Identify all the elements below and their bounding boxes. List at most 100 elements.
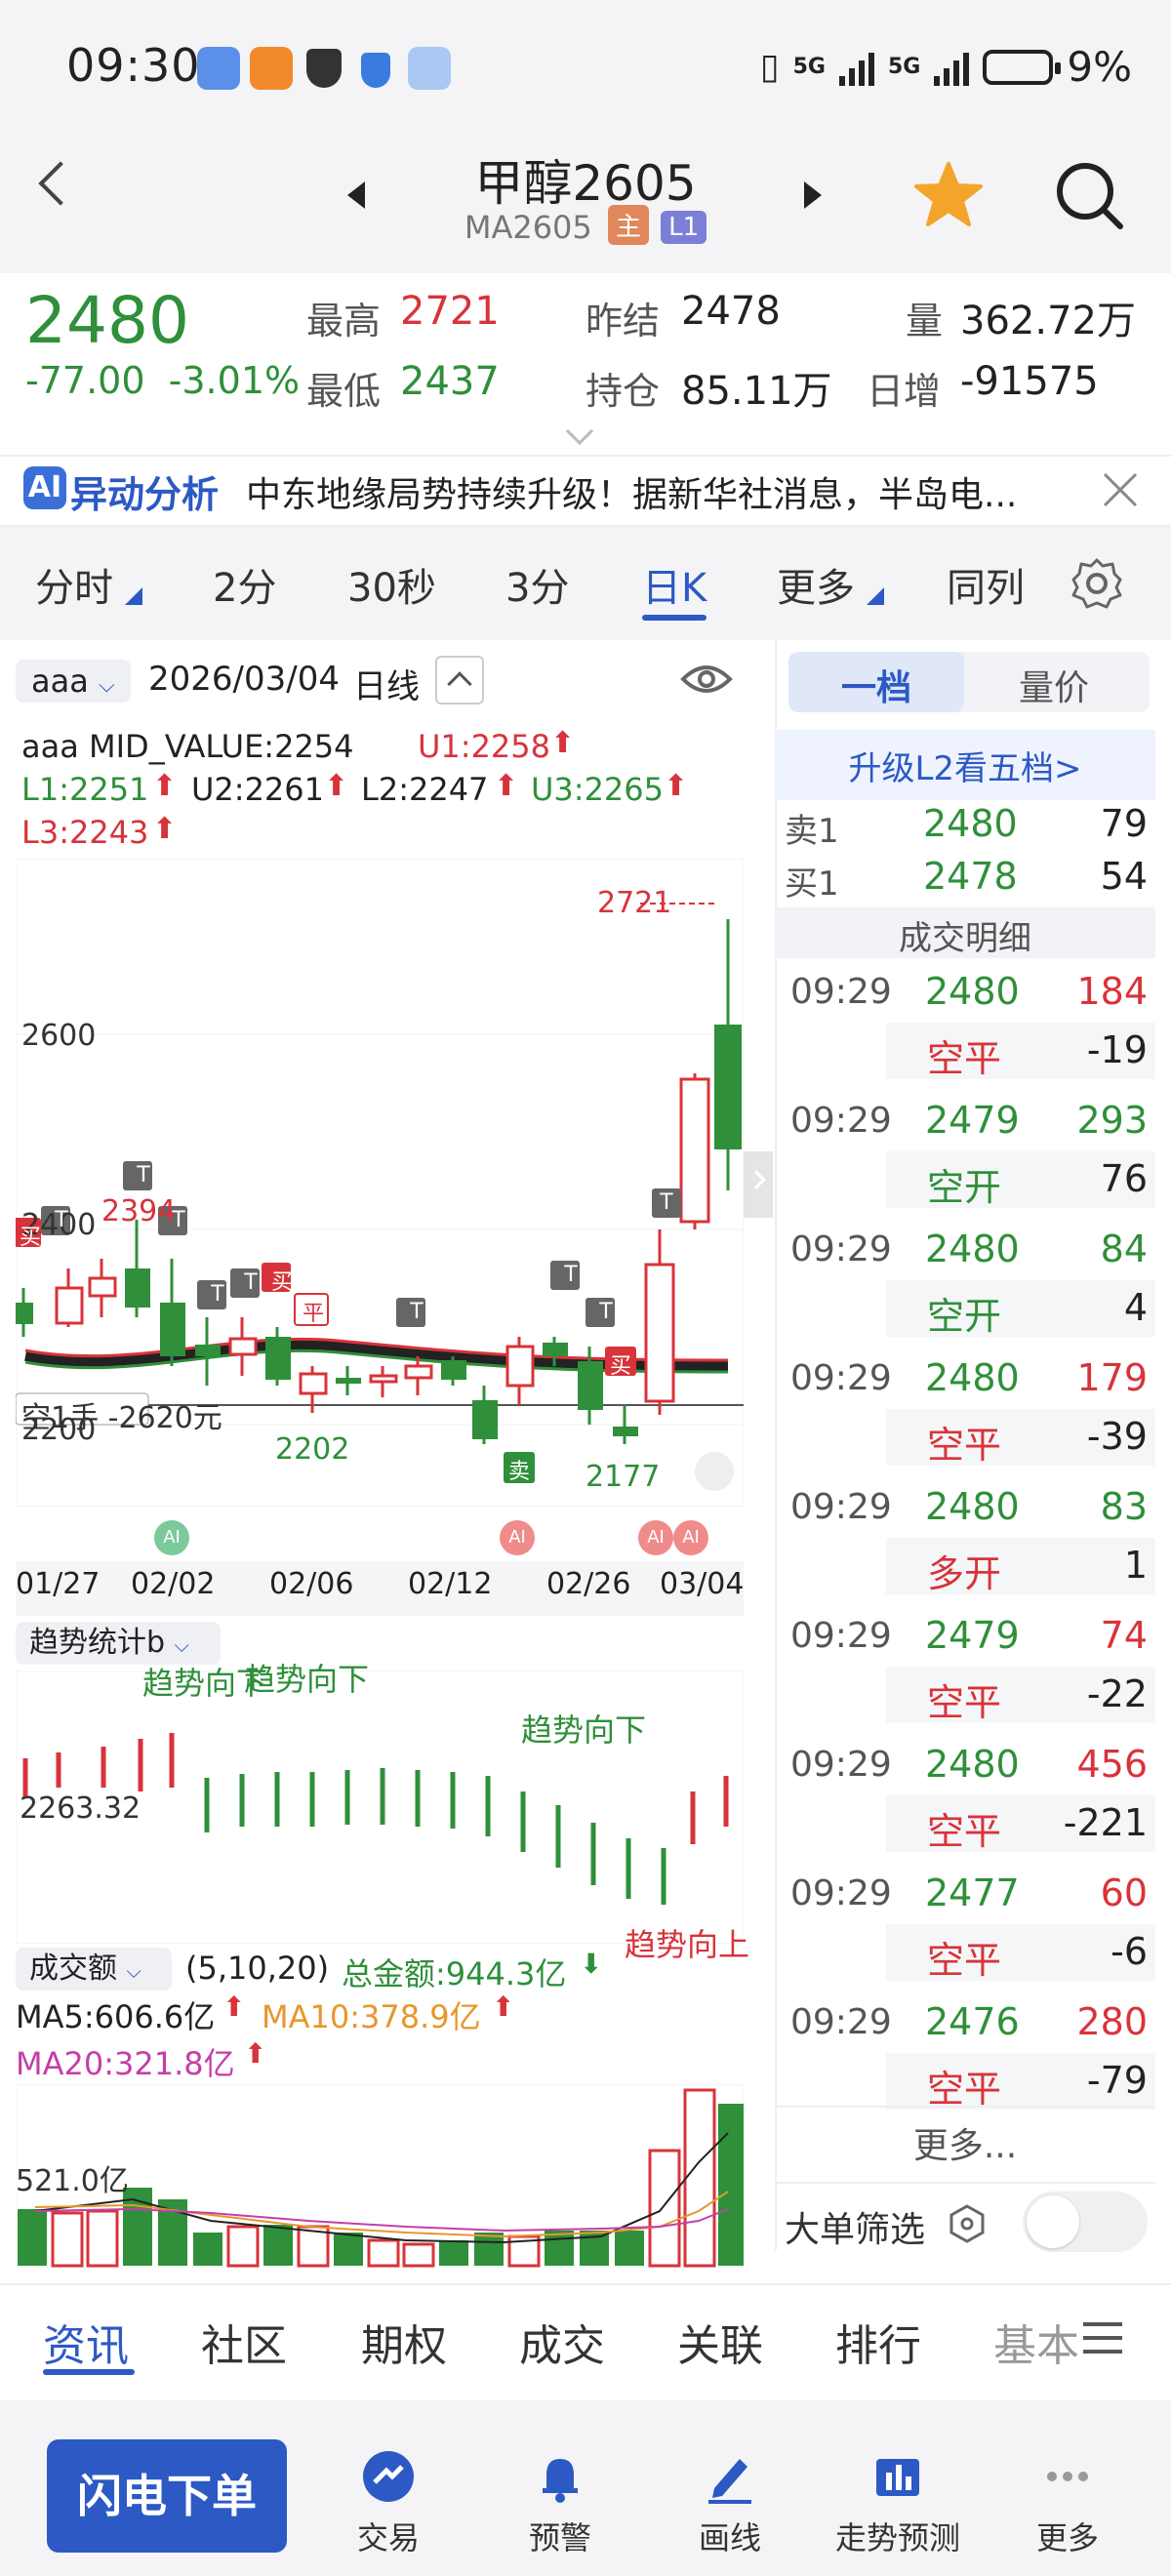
trade-volume: 456 (1076, 1743, 1148, 1786)
upgrade-link[interactable]: 升级L2看五档> (848, 749, 1082, 788)
upgrade-banner[interactable] (775, 730, 1155, 800)
info-hexagon-icon[interactable] (947, 2203, 988, 2244)
flat-marker: 平 (302, 1302, 324, 1326)
prev-contract-icon[interactable] (347, 181, 365, 209)
arrow-down-icon: ⬇ (580, 1948, 603, 1980)
volume-total: 总金额:944.3亿 (342, 1955, 567, 1992)
tab-level1[interactable]: 一档 (840, 668, 911, 708)
ind-l2: L2:2247 (361, 771, 489, 808)
arrow-up-icon: ⬆ (550, 726, 576, 760)
trade-type: 空平 (927, 1424, 1002, 1467)
more-action[interactable]: 更多 (999, 2449, 1136, 2558)
trade-action[interactable]: 交易 (320, 2449, 457, 2558)
trade-oi-change: -19 (1086, 1028, 1148, 1071)
tab-options[interactable]: 期权 (361, 2321, 447, 2371)
candlestick-chart[interactable] (16, 859, 744, 1507)
arrow-up-icon: ⬆ (324, 769, 349, 803)
menu-icon[interactable] (1079, 2318, 1126, 2357)
trend-indicator-selector[interactable]: 趋势统计b ⌵ (16, 1622, 221, 1665)
bid1-volume: 54 (1100, 855, 1148, 898)
ind-u3: U3:2265 (531, 771, 664, 808)
ai-alert-banner[interactable] (0, 455, 1171, 527)
tab-ranking[interactable]: 排行 (835, 2321, 921, 2371)
close-icon[interactable] (1101, 470, 1140, 509)
trade-detail-title: 成交明细 (899, 919, 1031, 958)
ai-signal-icon[interactable]: AI (154, 1520, 189, 1555)
volume-label: 量 (906, 300, 944, 342)
eye-icon[interactable] (679, 660, 734, 699)
book-tab-active-bg (788, 652, 964, 712)
tab-fundamentals[interactable]: 基本 (993, 2321, 1079, 2371)
alert-action[interactable]: 预警 (492, 2449, 628, 2558)
ai-banner-text[interactable]: 中东地缘局势持续升级！据新华社消息，半岛电... (246, 475, 1018, 515)
trade-price: 2476 (925, 2000, 1020, 2043)
ind-u1: U1:2258 (418, 728, 550, 765)
big-order-filter-label: 大单筛选 (785, 2210, 926, 2250)
tab-community[interactable]: 社区 (201, 2321, 287, 2371)
trade-price: 2480 (925, 1485, 1020, 1528)
tab-daily[interactable]: 日K (642, 566, 707, 611)
tab-30sec[interactable]: 30秒 (347, 566, 436, 611)
more-trades-link[interactable]: 更多... (912, 2126, 1018, 2166)
t-marker: T (55, 1208, 68, 1232)
tab-peer[interactable]: 同列 (947, 566, 1025, 611)
big-order-filter-row (775, 2182, 1155, 2266)
ai-signal-icon[interactable]: AI (673, 1520, 708, 1555)
y-axis-2200: 2200 (21, 1413, 97, 1447)
draw-action[interactable]: 画线 (662, 2449, 798, 2558)
collapse-button[interactable] (435, 656, 484, 704)
forecast-action[interactable]: 走势预测 (829, 2449, 966, 2558)
header-bar (0, 137, 1171, 273)
tab-intraday[interactable]: 分时 (35, 566, 113, 611)
alert-label: 预警 (528, 2519, 591, 2556)
tab-2min[interactable]: 2分 (213, 566, 277, 611)
trade-volume: 84 (1100, 1228, 1148, 1270)
trade-time: 09:29 (790, 1873, 892, 1913)
trend-chart[interactable] (16, 1670, 744, 1944)
trade-volume: 83 (1100, 1485, 1148, 1528)
search-icon[interactable] (1054, 160, 1124, 230)
ai-badge-icon: AI (23, 466, 66, 509)
arrow-up-icon: ⬆ (664, 769, 689, 803)
open-interest-label: 持仓 (586, 370, 661, 413)
trade-price: 2479 (925, 1099, 1020, 1142)
tab-trades[interactable]: 成交 (519, 2321, 605, 2371)
bid1-price: 2478 (923, 855, 1018, 898)
t-marker: T (244, 1270, 258, 1295)
flash-order-button[interactable]: 闪电下单 (47, 2439, 287, 2553)
trade-time: 09:29 (790, 1101, 892, 1141)
more-trades-row[interactable] (775, 2106, 1155, 2178)
arrow-up-icon: ⬆ (494, 769, 519, 803)
trade-price: 2480 (925, 970, 1020, 1013)
indicator-selector[interactable]: aaa ⌵ (16, 660, 131, 703)
trade-type: 空平 (927, 1939, 1002, 1982)
settings-gear-icon[interactable] (1070, 556, 1124, 611)
next-contract-icon[interactable] (804, 181, 822, 209)
tab-more[interactable]: 更多 (777, 566, 855, 611)
high-value: 2721 (400, 289, 500, 334)
ai-signal-icon[interactable]: AI (500, 1520, 535, 1555)
ai-signal-icon[interactable]: AI (638, 1520, 673, 1555)
app-notification-icon (197, 47, 240, 90)
trade-icon (363, 2451, 414, 2502)
favorite-star-icon[interactable] (913, 160, 984, 230)
volume-indicator-selector[interactable]: 成交额 ⌵ (16, 1948, 172, 1991)
trade-volume: 60 (1100, 1872, 1148, 1914)
tab-related[interactable]: 关联 (677, 2321, 763, 2371)
trade-type: 多开 (927, 1552, 1002, 1595)
ma10-value: MA10:378.9亿 (262, 1998, 481, 2035)
trade-type: 空开 (927, 1166, 1002, 1209)
expand-right-handle[interactable] (744, 1151, 773, 1218)
volume-axis-value: 521.0亿 (16, 2164, 129, 2198)
trade-volume: 280 (1076, 2000, 1148, 2043)
prev-settle-label: 昨结 (586, 300, 661, 342)
tab-volume-price[interactable]: 量价 (1018, 668, 1089, 708)
tab-3min[interactable]: 3分 (505, 566, 570, 611)
tab-news[interactable]: 资讯 (43, 2321, 129, 2371)
trade-time: 09:29 (790, 1616, 892, 1656)
period-low-label: 2177 (586, 1460, 661, 1494)
y-axis-2400: 2400 (21, 1208, 97, 1242)
trade-oi-change: -221 (1063, 1801, 1148, 1844)
volume-chart[interactable] (16, 2084, 744, 2268)
trend-down-label: 趋势向下 (142, 1665, 268, 1702)
